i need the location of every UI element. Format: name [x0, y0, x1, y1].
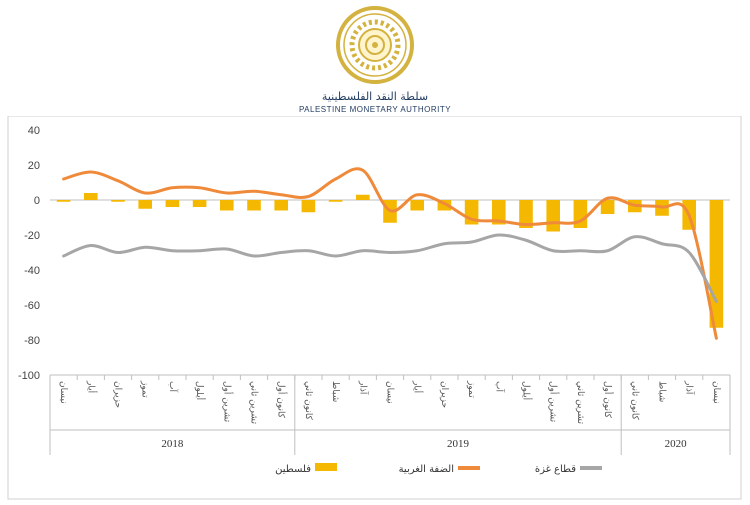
- legend-swatch-bar: [315, 463, 337, 471]
- bar-palestine: [192, 200, 207, 207]
- x-category-label: آب: [493, 381, 505, 392]
- x-category-label: شباط: [657, 381, 667, 402]
- x-category-label: أيار: [412, 380, 424, 393]
- bar-palestine: [328, 200, 343, 202]
- bar-palestine: [138, 200, 152, 209]
- pma-seal-icon: [336, 6, 414, 84]
- header-logo: سلطة النقد الفلسطينية PALESTINE MONETARY…: [0, 0, 750, 116]
- legend-label: فلسطين: [275, 464, 311, 475]
- y-tick-label: 0: [34, 195, 40, 207]
- x-category-label: تموز: [466, 380, 476, 398]
- bar-palestine: [437, 200, 452, 211]
- x-category-label: آذار: [357, 380, 369, 395]
- bar-palestine: [56, 200, 71, 202]
- x-category-label: تموز: [140, 380, 150, 398]
- x-category-label: تشرين أول: [221, 381, 233, 423]
- bar-palestine: [84, 193, 98, 200]
- y-tick-label: 20: [28, 160, 40, 172]
- x-category-label: كانون أول: [276, 381, 288, 419]
- x-category-label: تشرين أول: [548, 381, 560, 423]
- x-category-label: نيسان: [58, 381, 68, 404]
- x-category-label: أيلول: [194, 381, 206, 400]
- y-tick-label: -100: [18, 370, 40, 382]
- chart-border: [7, 115, 742, 500]
- x-category-label: حزيران: [113, 381, 123, 408]
- bar-palestine: [247, 200, 261, 211]
- bar-palestine: [274, 200, 288, 211]
- x-category-label: كانون أول: [602, 381, 614, 419]
- y-tick-label: -40: [24, 265, 40, 277]
- line-west-bank: [62, 167, 718, 340]
- bar-palestine: [111, 200, 125, 202]
- x-category-label: شباط: [330, 381, 340, 402]
- x-category-label: نيسان: [385, 381, 395, 404]
- y-tick-label: -80: [24, 335, 40, 347]
- x-category-label: تشرين ثاني: [249, 381, 259, 424]
- legend-label: الضفة الغربية: [399, 464, 454, 475]
- y-tick-label: -20: [24, 230, 40, 242]
- x-category-label: آذار: [684, 380, 696, 395]
- x-category-label: كانون ثاني: [629, 381, 639, 421]
- x-category-label: أيار: [85, 380, 97, 393]
- bar-palestine: [410, 200, 424, 211]
- bar-palestine: [220, 200, 234, 211]
- year-label: 2018: [161, 438, 184, 450]
- bar-palestine: [546, 200, 560, 232]
- logo-english-text: PALESTINE MONETARY AUTHORITY: [298, 105, 452, 114]
- chart-svg: 40 20 0 -20 -40 -60 -80 -100 نيسان أيار حزيران تموز…: [7, 115, 742, 500]
- chart-container: 40 20 0 -20 -40 -60 -80 -100 نيسان أيار حزيران تموز…: [0, 115, 750, 501]
- bar-palestine: [519, 200, 533, 228]
- bar-palestine: [492, 200, 506, 225]
- legend-label: قطاع غزة: [535, 464, 576, 475]
- line-gaza: [62, 233, 718, 303]
- y-tick-label: -60: [24, 300, 40, 312]
- logo-arabic-text: سلطة النقد الفلسطينية: [321, 90, 429, 103]
- bar-palestine: [165, 200, 180, 207]
- x-category-label: نيسان: [711, 381, 721, 404]
- x-category-label: آب: [167, 381, 179, 392]
- x-category-label: حزيران: [439, 381, 449, 408]
- y-tick-label: 40: [28, 125, 40, 137]
- x-category-label: تشرين ثاني: [575, 381, 585, 424]
- year-label: 2019: [447, 438, 470, 450]
- bar-palestine: [301, 200, 316, 213]
- x-category-label: أيلول: [521, 381, 533, 400]
- x-category-label: كانون ثاني: [303, 381, 313, 421]
- bar-palestine: [600, 200, 615, 214]
- year-label: 2020: [665, 438, 688, 450]
- bar-palestine: [356, 194, 370, 200]
